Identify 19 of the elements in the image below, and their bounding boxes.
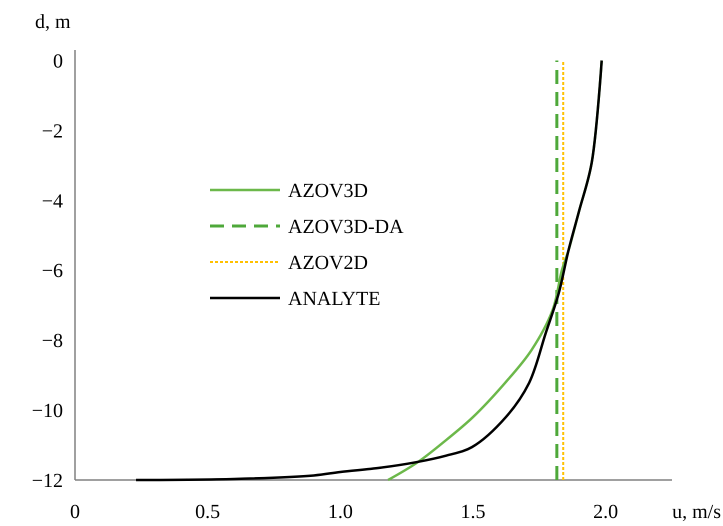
- y-tick-label: −2: [42, 120, 63, 142]
- legend-label: AZOV3D-DA: [288, 216, 404, 238]
- y-tick-label: −8: [42, 330, 63, 352]
- y-tick-label: −12: [32, 470, 63, 492]
- y-tick-label: −6: [42, 260, 63, 282]
- x-tick-label: 1.5: [460, 501, 486, 523]
- legend-label: AZOV2D: [288, 252, 368, 274]
- y-tick-label: −10: [32, 400, 63, 422]
- x-tick-label: 1.0: [328, 501, 353, 523]
- y-tick-label: −4: [42, 190, 63, 212]
- line-series: [134, 59, 603, 482]
- legend-label: AZOV3D: [288, 180, 368, 202]
- x-axis-title: u, m/s: [672, 501, 722, 523]
- legend-label: ANALYTE: [288, 288, 380, 310]
- x-tick-label: 0.5: [195, 501, 220, 523]
- y-axis-title: d, m: [35, 11, 71, 33]
- x-tick-label: 2.0: [593, 501, 618, 523]
- y-tick-label: 0: [53, 50, 63, 72]
- x-tick-label: 0: [70, 501, 80, 523]
